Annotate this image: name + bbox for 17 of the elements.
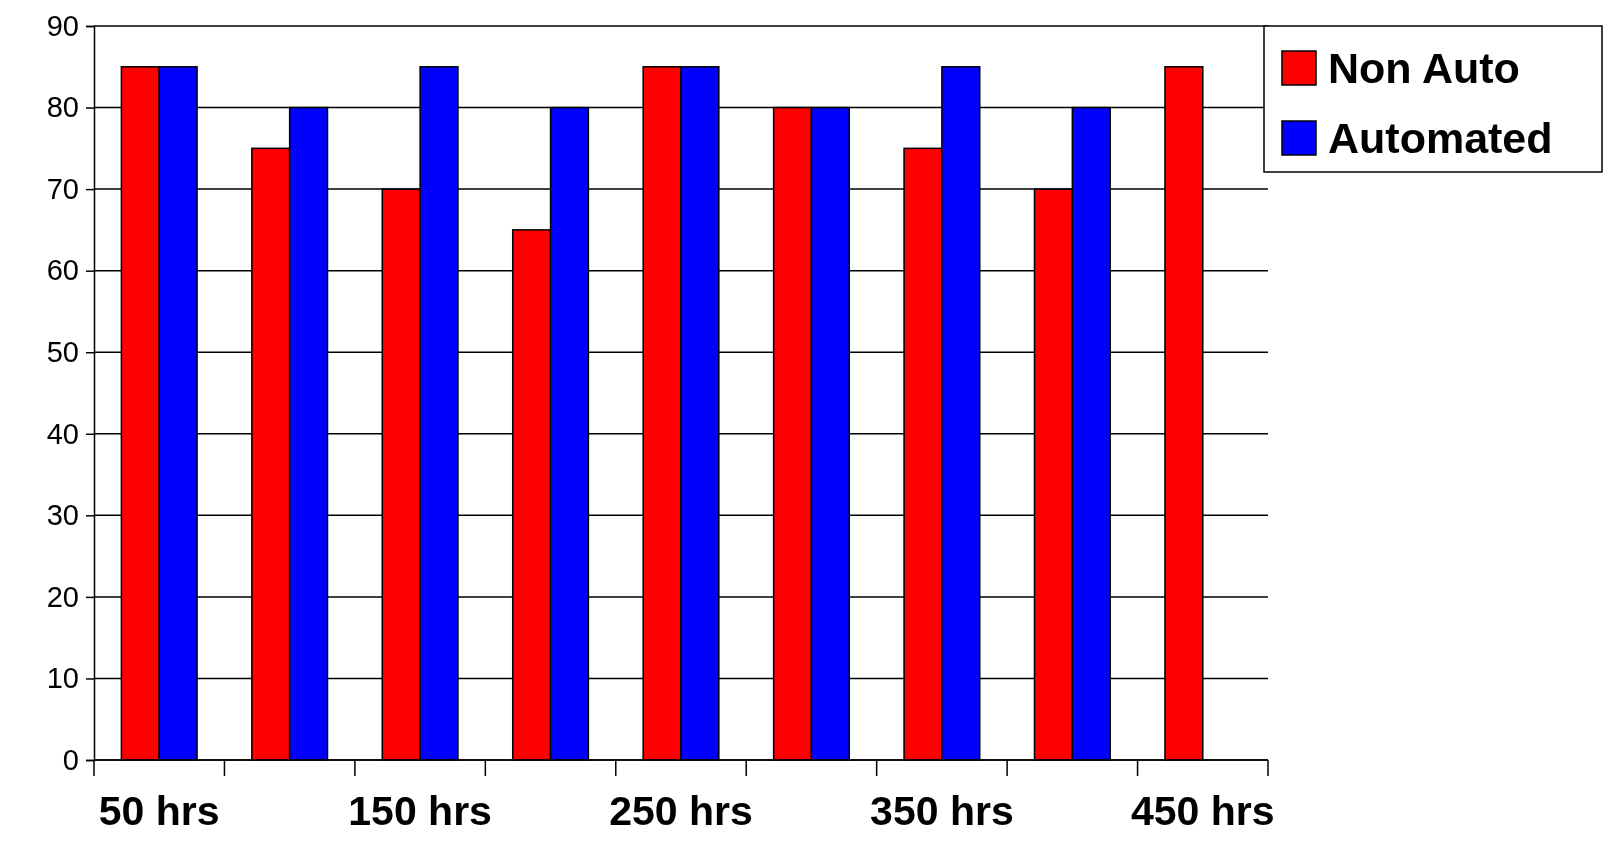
y-tick-label: 0 [62,743,79,776]
x-tick-label: 250 hrs [609,788,753,834]
legend-label: Automated [1328,114,1553,162]
y-tick-label: 50 [46,336,79,368]
y-tick-label: 40 [46,417,79,450]
y-tick-label: 30 [46,499,79,532]
x-tick-label: 150 hrs [348,788,492,834]
y-tick-label: 20 [46,580,79,613]
y-tick-label: 90 [46,9,79,42]
x-tick-label: 350 hrs [870,788,1014,834]
y-tick-label: 70 [46,172,79,205]
y-tick-label: 80 [46,91,79,124]
x-tick-label: 50 hrs [98,788,220,834]
y-tick-label: 60 [46,254,79,287]
x-tick-label: 450 hrs [1130,788,1275,834]
legend-label: Non Auto [1328,44,1520,92]
y-tick-label: 10 [46,662,79,695]
